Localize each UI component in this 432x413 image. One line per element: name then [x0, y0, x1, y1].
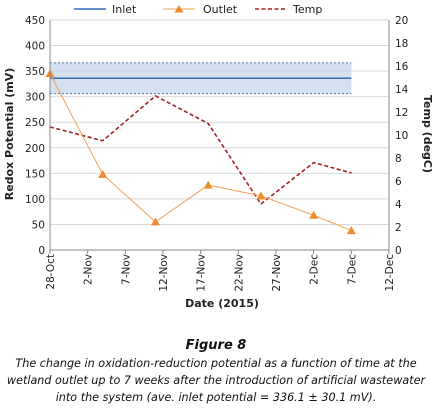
x-tick-label: 28-Oct	[45, 254, 57, 290]
tick-labels: 0 50 100 150 200 250 300 350 400 450 0 2 4 6 8 10 12 14 16…	[25, 15, 409, 292]
y-tick-label: 0	[38, 245, 45, 257]
y2-tick-label: 6	[395, 176, 402, 188]
x-tick-label: 27-Nov	[271, 254, 283, 292]
legend-temp-label: Temp	[292, 3, 322, 16]
x-tick-label: 22-Nov	[233, 254, 245, 292]
x-tick-label: 12-Dec	[384, 254, 396, 292]
y-tick-label: 150	[25, 168, 45, 180]
x-tick-label: 2-Dec	[309, 254, 321, 285]
legend: Inlet Outlet Temp	[74, 3, 322, 16]
series-layer	[45, 69, 356, 235]
y2-tick-label: 16	[395, 61, 409, 73]
x-axis-label: Date (2015)	[185, 297, 259, 310]
y2-tick-label: 18	[395, 38, 408, 50]
outlet-point	[203, 180, 213, 189]
x-tick-label: 12-Nov	[158, 254, 170, 292]
x-tick-label: 17-Nov	[196, 254, 208, 292]
y-axis-label: Redox Potential (mV)	[3, 68, 16, 201]
figure-description: The change in oxidation-reduction potent…	[6, 357, 426, 404]
x-tick-label: 7-Dec	[346, 254, 358, 285]
y-tick-label: 200	[25, 143, 45, 155]
x-tick-label: 7-Nov	[120, 254, 132, 285]
figure-caption: Figure 8 The change in oxidation-reducti…	[0, 338, 432, 406]
y-tick-label: 300	[25, 92, 45, 104]
chart: 0 50 100 150 200 250 300 350 400 450 0 2 4 6 8 10 12 14 16…	[3, 3, 432, 310]
y2-tick-label: 20	[395, 15, 408, 27]
y-tick-label: 100	[25, 194, 45, 206]
y-tick-label: 450	[25, 15, 45, 27]
outlet-point	[309, 210, 319, 219]
outlet-series-line	[49, 73, 352, 232]
y2-tick-label: 2	[395, 222, 402, 234]
y2-tick-label: 10	[395, 130, 408, 142]
figure-title: Figure 8	[185, 338, 247, 353]
y-tick-label: 250	[25, 117, 45, 129]
gridlines	[50, 19, 389, 225]
outlet-point	[98, 169, 108, 178]
y2-axis-label: Temp (degC)	[421, 95, 432, 173]
y-tick-label: 400	[25, 41, 45, 53]
y2-tick-label: 8	[395, 153, 402, 165]
x-tick-label: 2-Nov	[83, 254, 95, 285]
y2-tick-label: 12	[395, 107, 408, 119]
legend-outlet-label: Outlet	[203, 3, 238, 16]
y-tick-label: 350	[25, 66, 45, 78]
y2-tick-label: 4	[395, 199, 402, 211]
legend-outlet-marker	[174, 5, 184, 13]
outlet-point	[346, 226, 356, 235]
y-tick-label: 50	[32, 219, 45, 231]
outlet-point	[256, 191, 266, 200]
temp-series-line	[49, 94, 352, 206]
y2-tick-label: 0	[395, 245, 402, 257]
y2-tick-label: 14	[395, 84, 409, 96]
outlet-point	[150, 217, 160, 226]
legend-inlet-label: Inlet	[112, 3, 137, 16]
axes	[49, 20, 390, 254]
